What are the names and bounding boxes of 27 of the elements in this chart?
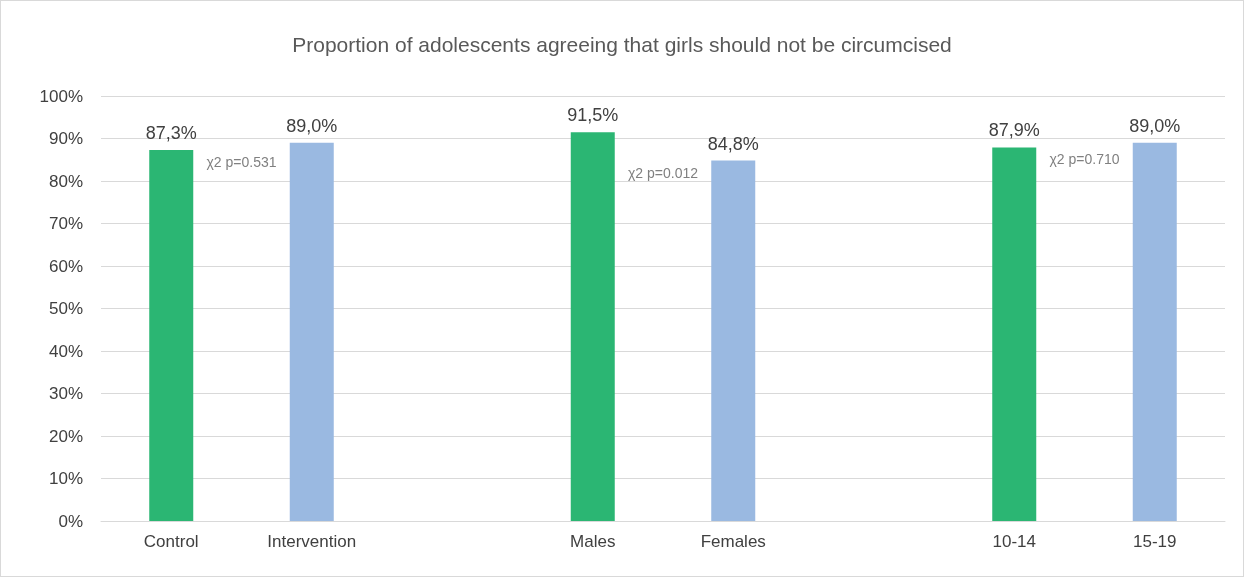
data-label: 87,9% — [988, 120, 1040, 141]
data-label: 89,0% — [1129, 115, 1181, 136]
chart-title: Proportion of adolescents agreeing that girls should not be circumcised — [292, 33, 952, 56]
x-tick-label: Females — [700, 532, 766, 551]
x-tick-label: 10-14 — [992, 532, 1036, 551]
x-tick-label: Control — [143, 532, 199, 551]
annotation: χ2 p=0.710 — [1049, 151, 1120, 168]
data-label: 87,3% — [145, 122, 197, 143]
y-tick-label: 20% — [48, 426, 83, 446]
data-label: 84,8% — [707, 133, 759, 154]
y-tick-label: 30% — [48, 384, 83, 403]
y-tick-label: 100% — [39, 86, 83, 106]
x-tick-label: 15-19 — [1133, 532, 1177, 551]
y-tick-label: 50% — [48, 299, 83, 318]
x-tick-label: Intervention — [267, 532, 357, 551]
y-tick-label: 70% — [48, 214, 83, 233]
y-tick-label: 80% — [48, 171, 83, 191]
x-tick-label: Males — [570, 532, 616, 551]
annotation: χ2 p=0.531 — [206, 153, 277, 170]
data-label: 91,5% — [567, 105, 619, 126]
y-tick-label: 60% — [48, 256, 83, 276]
data-label: 89,0% — [286, 115, 338, 136]
y-tick-label: 40% — [48, 341, 83, 361]
y-tick-label: 10% — [48, 469, 83, 488]
y-tick-label: 0% — [58, 511, 83, 531]
annotation: χ2 p=0.012 — [627, 164, 699, 181]
y-tick-label: 90% — [48, 129, 83, 148]
